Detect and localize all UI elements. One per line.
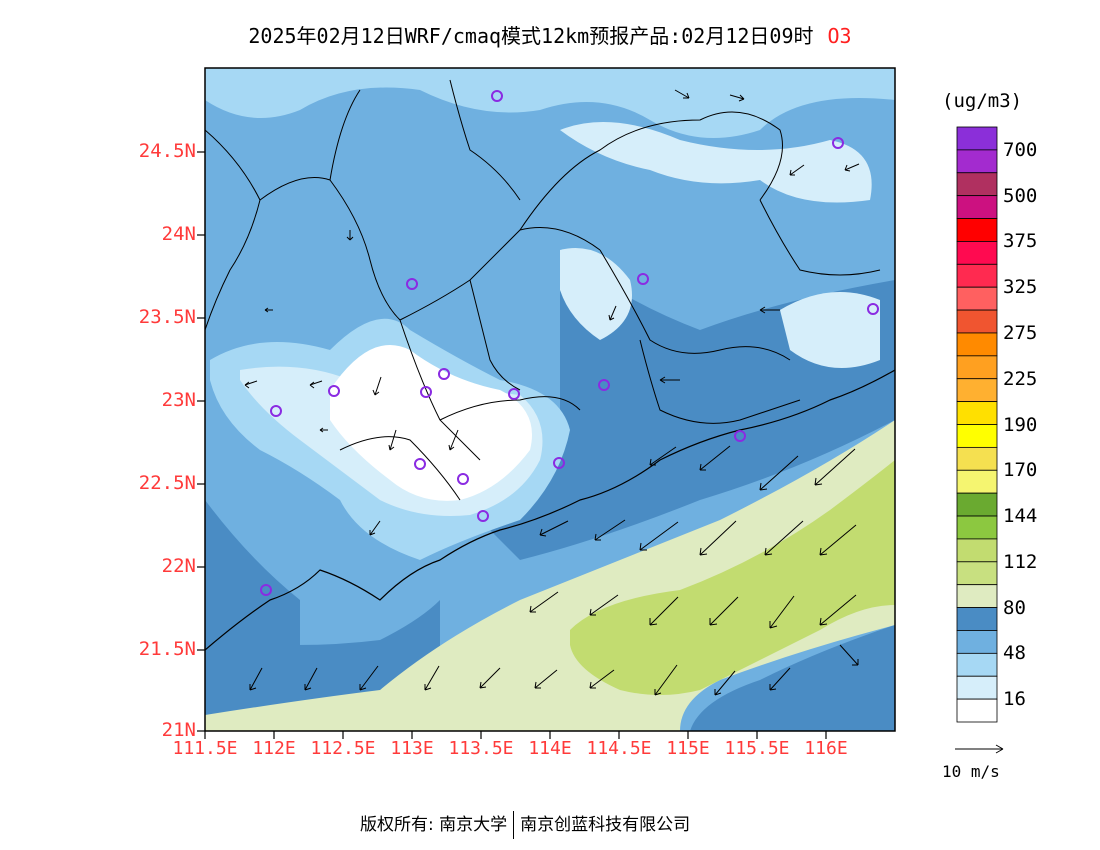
colorbar-label: 80 bbox=[1003, 596, 1026, 619]
colorbar-swatch bbox=[956, 561, 998, 586]
wind-ref-label: 10 m/s bbox=[942, 762, 1000, 781]
title-text: 2025年02月12日WRF/cmaq模式12km预报产品:02月12日09时 bbox=[248, 24, 814, 48]
colorbar-label: 48 bbox=[1003, 642, 1026, 665]
colorbar-swatch bbox=[956, 652, 998, 677]
colorbar-label: 700 bbox=[1003, 138, 1038, 161]
colorbar-label: 500 bbox=[1003, 184, 1038, 207]
lat-label: 21.5N bbox=[138, 638, 196, 660]
colorbar-swatch bbox=[956, 263, 998, 288]
colorbar-swatch bbox=[956, 492, 998, 517]
lon-label: 113.5E bbox=[448, 738, 514, 759]
copyright-right: 南京创蓝科技有限公司 bbox=[520, 815, 691, 835]
colorbar-swatch bbox=[956, 469, 998, 494]
colorbar-swatch bbox=[956, 309, 998, 334]
colorbar-swatch bbox=[956, 675, 998, 700]
colorbar bbox=[956, 126, 998, 723]
lat-label: 22N bbox=[161, 555, 196, 577]
lon-label: 111.5E bbox=[172, 738, 238, 759]
lon-label: 112.5E bbox=[310, 738, 376, 759]
lat-label: 23.5N bbox=[138, 306, 196, 328]
lat-label: 24.5N bbox=[138, 140, 196, 162]
lat-label: 21N bbox=[161, 719, 196, 741]
lat-label: 23N bbox=[161, 389, 196, 411]
copyright: 版权所有: 南京大学 南京创蓝科技有限公司 bbox=[360, 810, 690, 839]
map-title: 2025年02月12日WRF/cmaq模式12km预报产品:02月12日09时 O… bbox=[0, 20, 1100, 49]
lon-label: 115.5E bbox=[724, 738, 790, 759]
colorbar-swatch bbox=[956, 378, 998, 403]
colorbar-swatch bbox=[956, 515, 998, 540]
colorbar-swatch bbox=[956, 584, 998, 608]
lon-label: 114E bbox=[528, 738, 572, 759]
lon-label: 112E bbox=[252, 738, 296, 759]
colorbar-swatch bbox=[956, 538, 998, 563]
colorbar-swatch bbox=[956, 401, 998, 425]
colorbar-label: 275 bbox=[1003, 321, 1038, 344]
colorbar-label: 325 bbox=[1003, 276, 1038, 299]
lon-label: 113E bbox=[390, 738, 434, 759]
colorbar-swatch bbox=[956, 149, 998, 174]
monitor-stations bbox=[260, 90, 879, 596]
species-label: O3 bbox=[827, 24, 852, 48]
colorbar-label: 375 bbox=[1003, 230, 1038, 253]
colorbar-swatch bbox=[956, 195, 998, 219]
lat-label: 22.5N bbox=[138, 472, 196, 494]
colorbar-swatch bbox=[956, 286, 998, 311]
concentration-field bbox=[205, 68, 895, 731]
lon-label: 115E bbox=[666, 738, 710, 759]
colorbar-swatch bbox=[956, 698, 998, 723]
lat-label: 24N bbox=[161, 223, 196, 245]
colorbar-swatch bbox=[956, 172, 998, 197]
colorbar-swatch bbox=[956, 424, 998, 448]
colorbar-swatch bbox=[956, 607, 998, 631]
colorbar-unit: (ug/m3) bbox=[942, 90, 1023, 112]
lon-label: 114.5E bbox=[586, 738, 652, 759]
colorbar-swatch bbox=[956, 241, 998, 265]
colorbar-swatch bbox=[956, 218, 998, 242]
colorbar-label: 225 bbox=[1003, 367, 1038, 390]
colorbar-swatch bbox=[956, 355, 998, 380]
colorbar-swatch bbox=[956, 630, 998, 654]
colorbar-label: 144 bbox=[1003, 505, 1038, 528]
colorbar-swatch bbox=[956, 446, 998, 471]
colorbar-label: 170 bbox=[1003, 459, 1038, 482]
copyright-left: 版权所有: 南京大学 bbox=[360, 815, 508, 835]
colorbar-swatch bbox=[956, 332, 998, 357]
colorbar-label: 16 bbox=[1003, 688, 1026, 711]
wind-vectors bbox=[244, 89, 860, 696]
colorbar-label: 190 bbox=[1003, 413, 1038, 436]
lon-label: 116E bbox=[804, 738, 848, 759]
colorbar-label: 112 bbox=[1003, 550, 1038, 573]
colorbar-swatch bbox=[956, 126, 998, 151]
